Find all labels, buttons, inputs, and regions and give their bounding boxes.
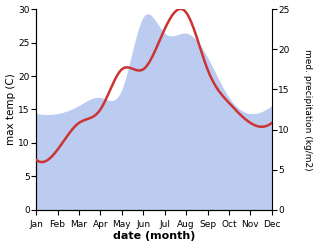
X-axis label: date (month): date (month) <box>113 231 195 242</box>
Y-axis label: med. precipitation (kg/m2): med. precipitation (kg/m2) <box>303 49 313 170</box>
Y-axis label: max temp (C): max temp (C) <box>5 74 16 145</box>
